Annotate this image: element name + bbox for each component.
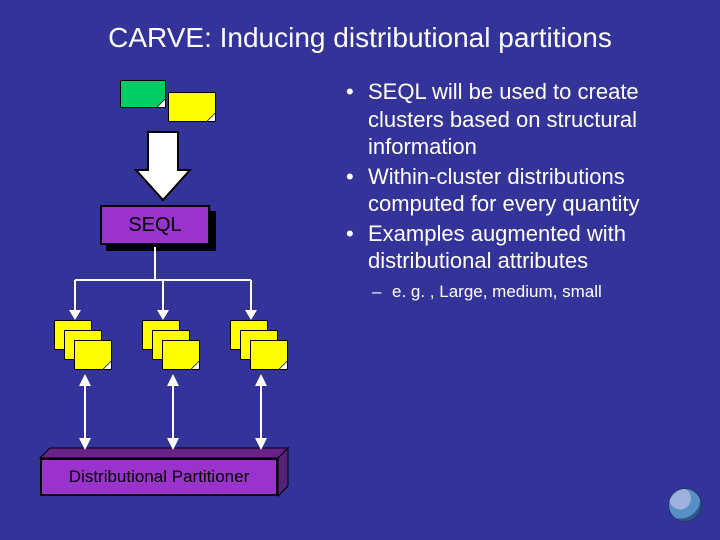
down-arrow-icon <box>136 132 190 200</box>
bullet-list: SEQL will be used to create clusters bas… <box>340 78 700 302</box>
bullet-2: Within-cluster distributions computed fo… <box>340 163 700 218</box>
updown-arrow-icon <box>167 374 179 450</box>
diagram: SEQL Distributional Partitioner <box>20 70 320 510</box>
bullet-3: Examples augmented with distributional a… <box>340 220 700 275</box>
bullet-sub-1: e. g. , Large, medium, small <box>340 281 700 302</box>
arrows <box>20 70 320 510</box>
bullet-1: SEQL will be used to create clusters bas… <box>340 78 700 161</box>
logo-icon <box>668 488 702 522</box>
updown-arrow-icon <box>255 374 267 450</box>
page-title: CARVE: Inducing distributional partition… <box>0 22 720 54</box>
updown-arrow-icon <box>79 374 91 450</box>
